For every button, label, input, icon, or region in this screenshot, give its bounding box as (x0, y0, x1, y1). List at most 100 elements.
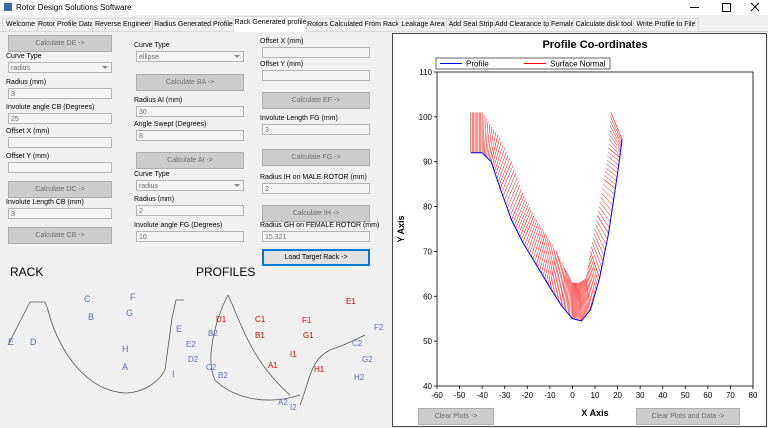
surface-normal-fill (532, 228, 543, 260)
profile-label: C2 (206, 363, 217, 372)
dropdown[interactable]: radius (8, 62, 112, 73)
text-input[interactable] (8, 162, 112, 173)
maximize-button[interactable] (722, 3, 731, 12)
y-axis-label: Y Axis (396, 215, 406, 242)
surface-normal-fill (574, 282, 577, 320)
surface-normal-fill (583, 279, 588, 314)
surface-normal-fill (606, 163, 618, 174)
text-input[interactable]: 25 (8, 113, 112, 124)
surface-normal (590, 251, 600, 279)
profile-label: B2 (218, 371, 228, 380)
profile-label: B1 (255, 331, 265, 340)
legend-label: Surface Normal (550, 60, 606, 69)
x-tick-label: 30 (636, 391, 645, 400)
button[interactable]: Calculate AI -> (136, 152, 244, 169)
button[interactable]: Calculate EF -> (262, 92, 370, 109)
surface-normal-fill (483, 115, 485, 154)
text-input[interactable]: 10 (136, 231, 244, 242)
button[interactable]: Clear Plots -> (418, 408, 494, 425)
surface-normal-fill (514, 198, 526, 226)
button[interactable]: Calculate DC -> (8, 181, 112, 198)
tab[interactable]: Write Profile to File (633, 18, 699, 32)
rack-label: A (122, 362, 128, 372)
surface-normal-fill (527, 222, 539, 251)
text-input[interactable] (262, 47, 370, 58)
profiles-title: PROFILES (196, 265, 255, 279)
field-label: Involute angle FG (Degrees) (134, 222, 223, 229)
tab[interactable]: Welcome (2, 18, 39, 32)
rack-label: D (30, 337, 37, 347)
surface-normal-fill (602, 188, 614, 201)
surface-normal-fill (569, 279, 571, 316)
surface-normal-fill (576, 282, 579, 321)
profile-label: E1 (346, 297, 356, 306)
y-tick-label: 40 (423, 382, 432, 391)
text-input[interactable]: 8 (136, 130, 244, 141)
x-tick-label: -50 (454, 391, 466, 400)
surface-normal-fill (498, 158, 511, 186)
tab[interactable]: Rotors Calculated From Rack (306, 18, 400, 32)
x-tick-label: 0 (570, 391, 575, 400)
surface-normal-fill (541, 240, 550, 274)
text-input[interactable]: 2 (136, 205, 244, 216)
surface-normal-fill (591, 246, 601, 273)
surface-normal-fill (539, 237, 549, 271)
surface-normal-fill (489, 131, 497, 161)
profile-label: F2 (374, 323, 384, 332)
text-input[interactable] (8, 137, 112, 148)
field-label: Curve Type (134, 42, 170, 49)
text-input[interactable]: 3 (262, 124, 370, 135)
close-button[interactable] (750, 2, 760, 12)
button[interactable]: Calculate CB -> (8, 227, 112, 244)
profile-label: D2 (188, 355, 199, 364)
button[interactable]: Calculate DE -> (8, 35, 112, 52)
surface-normal (608, 148, 621, 158)
surface-normal-fill (495, 148, 505, 176)
text-input[interactable]: 30 (136, 106, 244, 117)
profile-label: C2 (352, 339, 363, 348)
minimize-button[interactable] (690, 7, 699, 8)
dropdown[interactable]: radius (136, 180, 244, 191)
chart-panel (392, 33, 767, 427)
dropdown[interactable]: ellipse (136, 51, 244, 62)
surface-normal-fill (484, 117, 487, 155)
tab[interactable]: Reverse Engineer (92, 18, 154, 32)
button[interactable]: Clear Plots and Data -> (636, 408, 740, 425)
profile-label: H2 (354, 373, 365, 382)
button[interactable]: Calculate BA -> (136, 74, 244, 91)
rack-title: RACK (10, 265, 43, 279)
field-label: Radius GH on FEMALE ROTOR (mm) (260, 222, 380, 229)
surface-normal-fill (597, 210, 610, 229)
surface-normal (597, 215, 609, 234)
button[interactable]: Calculate FG -> (262, 149, 370, 166)
surface-normal-fill (587, 268, 595, 299)
profile-label: G2 (362, 355, 373, 364)
rack-label: H (122, 344, 129, 354)
surface-normal-fill (596, 219, 608, 240)
text-input[interactable]: 3 (8, 208, 112, 219)
tab[interactable]: Radius Generated Profile (152, 18, 235, 32)
text-input[interactable]: 15.321 (262, 231, 370, 242)
text-input[interactable]: 3 (8, 88, 112, 99)
text-input[interactable] (262, 70, 370, 81)
surface-normal-fill (552, 255, 560, 292)
surface-normal-fill (487, 126, 493, 159)
surface-normal-fill (485, 120, 489, 157)
plot-frame (436, 71, 754, 387)
surface-normal-fill (493, 141, 502, 169)
surface-normal-fill (605, 167, 618, 178)
surface-normal-fill (530, 226, 542, 257)
rack-label: B (88, 312, 94, 322)
text-input[interactable]: 2 (262, 183, 370, 194)
x-tick-label: 10 (591, 391, 600, 400)
button[interactable]: Calculate IH -> (262, 205, 370, 222)
profile-label: B2 (208, 329, 218, 338)
surface-normal (490, 134, 499, 162)
surface-normal-fill (516, 204, 529, 232)
surface-normal-fill (542, 242, 552, 277)
field-label: Radius IH on MALE ROTOR (mm) (260, 174, 367, 181)
surface-normal-fill (609, 125, 622, 147)
surface-normal-fill (558, 264, 564, 301)
button[interactable]: Load Target Rack -> (262, 249, 370, 266)
